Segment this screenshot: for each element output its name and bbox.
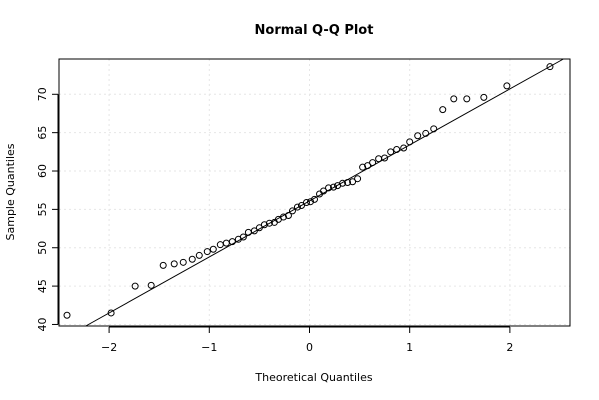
data-point [239, 233, 247, 241]
data-point [170, 260, 178, 268]
data-point [546, 63, 554, 71]
data-point [63, 311, 71, 319]
x-axis: −2 −1 0 1 2 [101, 326, 513, 354]
data-point [188, 255, 196, 263]
x-tick-label: −2 [101, 341, 117, 354]
data-point [349, 178, 357, 186]
data-point [293, 203, 301, 211]
data-point [203, 248, 211, 256]
x-tick-label: −1 [201, 341, 217, 354]
y-tick-label: 45 [36, 279, 49, 293]
chart-title: Normal Q-Q Plot [255, 23, 374, 38]
data-point [297, 202, 305, 210]
y-tick-label: 70 [36, 87, 49, 101]
data-point [387, 148, 395, 156]
data-point [381, 154, 389, 162]
y-tick-label: 65 [36, 126, 49, 140]
data-point [250, 227, 258, 235]
x-tick-label: 2 [506, 341, 513, 354]
x-tick-label: 1 [406, 341, 413, 354]
data-point [265, 219, 273, 227]
y-tick-label: 50 [36, 241, 49, 255]
data-point [131, 282, 139, 290]
reference-line-group [85, 58, 564, 327]
data-point [339, 179, 347, 187]
data-point [216, 241, 224, 249]
plot-frame [58, 58, 571, 327]
x-tick-label: 0 [306, 341, 313, 354]
y-axis: 40 45 50 55 60 65 70 [36, 87, 59, 331]
data-point [302, 198, 310, 206]
data-point [414, 132, 422, 140]
data-point [359, 163, 367, 171]
data-point [354, 175, 362, 183]
x-axis-title: Theoretical Quantiles [254, 371, 372, 384]
data-point [503, 82, 511, 90]
data-point [330, 183, 338, 191]
data-point [463, 95, 471, 103]
data-point [325, 184, 333, 192]
data-point [450, 95, 458, 103]
data-point [288, 207, 296, 215]
data-points [63, 63, 554, 319]
y-axis-title: Sample Quantiles [4, 143, 17, 240]
y-tick-label: 40 [36, 317, 49, 331]
reference-line [85, 58, 564, 327]
data-point [159, 261, 167, 269]
data-point [393, 146, 401, 154]
data-point [147, 281, 155, 289]
data-point [209, 245, 217, 253]
data-point [222, 239, 230, 247]
data-point [179, 258, 187, 266]
data-point [195, 251, 203, 259]
data-point [439, 106, 447, 114]
y-tick-label: 55 [36, 202, 49, 216]
data-point [400, 144, 408, 152]
grid-lines [59, 59, 570, 326]
y-tick-label: 60 [36, 164, 49, 178]
data-point [480, 93, 488, 101]
